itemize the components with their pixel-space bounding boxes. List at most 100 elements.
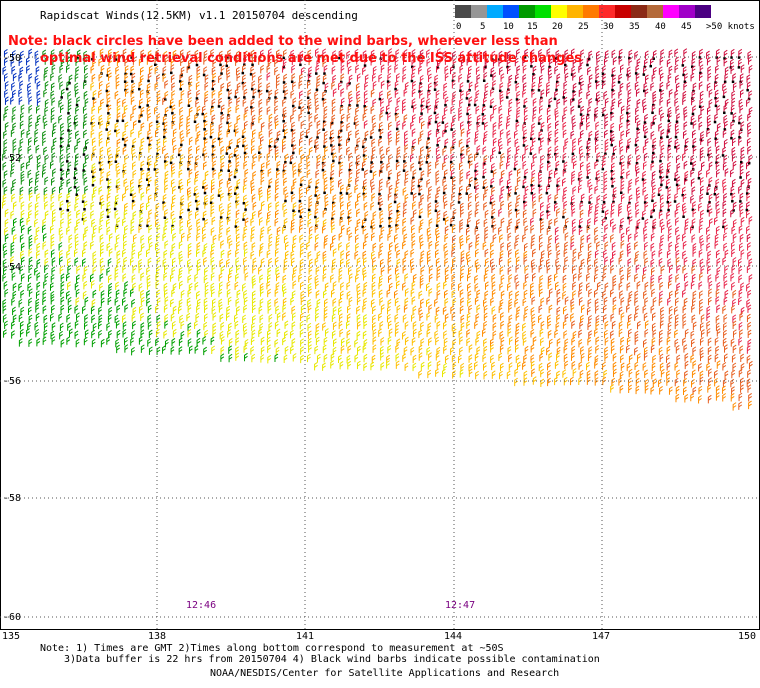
wind-barb — [610, 265, 615, 274]
wind-barb — [140, 202, 144, 212]
contamination-dot — [530, 65, 533, 68]
wind-barb — [690, 330, 695, 339]
contamination-dot — [458, 192, 461, 196]
wind-barb — [220, 114, 225, 123]
contamination-dot — [427, 122, 431, 125]
wind-barb — [107, 146, 111, 156]
contamination-dot — [466, 144, 469, 148]
wind-barb — [570, 234, 575, 244]
wind-barb — [306, 185, 310, 195]
contamination-dot — [114, 129, 117, 133]
wind-barb — [92, 145, 97, 154]
wind-barb — [594, 185, 599, 194]
wind-barb — [338, 49, 343, 58]
wind-barb — [260, 169, 265, 179]
wind-barb — [443, 362, 448, 372]
wind-barb — [204, 218, 208, 228]
wind-barb — [722, 161, 727, 171]
wind-barb — [666, 336, 671, 346]
contamination-dot — [468, 184, 471, 187]
wind-barb — [332, 306, 337, 315]
wind-barb — [115, 320, 120, 329]
wind-barb — [459, 202, 464, 212]
wind-barb — [451, 353, 456, 363]
wind-barb — [684, 145, 689, 155]
wind-barb — [746, 201, 750, 210]
wind-barb — [419, 59, 424, 68]
wind-barb — [363, 320, 368, 330]
wind-barb — [202, 210, 207, 219]
wind-barb — [522, 89, 527, 98]
wind-barb — [538, 130, 543, 139]
wind-barb — [98, 306, 103, 315]
wind-barb — [411, 98, 416, 107]
wind-barb — [484, 226, 489, 235]
wind-barb — [322, 219, 327, 228]
contamination-dot — [476, 152, 479, 156]
contamination-dot — [737, 66, 741, 69]
wind-barb — [131, 242, 136, 251]
wind-barb — [691, 338, 695, 347]
wind-barb — [706, 168, 710, 178]
wind-barb — [612, 74, 616, 83]
wind-barb — [162, 115, 167, 124]
wind-barb — [619, 250, 624, 259]
wind-barb — [579, 161, 584, 171]
wind-barb — [116, 250, 121, 259]
wind-barb — [626, 242, 631, 251]
wind-barb — [610, 218, 614, 227]
wind-barb — [163, 137, 167, 146]
wind-barb — [555, 242, 560, 251]
wind-barb — [490, 153, 494, 162]
wind-barb — [732, 160, 737, 170]
wind-barb — [187, 218, 191, 228]
wind-barb — [138, 259, 143, 268]
wind-barb — [108, 330, 112, 339]
wind-barb — [35, 290, 40, 299]
wind-barb — [340, 282, 344, 291]
contamination-dot — [643, 201, 647, 204]
wind-barb — [651, 370, 656, 380]
wind-barb — [178, 272, 183, 282]
wind-barb — [620, 217, 625, 227]
wind-barb — [682, 304, 687, 314]
wind-barb — [668, 274, 673, 283]
wind-barb — [491, 217, 496, 227]
wind-barb — [652, 66, 657, 76]
wind-barb — [690, 72, 695, 82]
wind-barb — [242, 232, 247, 242]
wind-barb — [314, 97, 319, 106]
wind-barb — [315, 280, 319, 289]
wind-barb — [699, 258, 704, 267]
wind-barb — [716, 168, 720, 178]
wind-barb — [404, 250, 409, 259]
wind-barb — [210, 282, 215, 292]
wind-barb — [107, 208, 112, 217]
wind-barb — [12, 282, 17, 292]
wind-barb — [692, 145, 697, 155]
wind-barb — [547, 249, 552, 259]
wind-barb — [147, 314, 152, 323]
wind-barb — [34, 136, 38, 146]
wind-barb — [523, 312, 528, 322]
wind-barb — [196, 232, 201, 242]
wind-barb — [515, 209, 520, 218]
contamination-dot — [466, 80, 470, 83]
wind-barb — [372, 122, 377, 131]
wind-barb — [403, 88, 408, 97]
wind-barb — [60, 161, 65, 170]
contamination-dot — [66, 208, 70, 212]
wind-barb — [699, 376, 704, 386]
wind-barb — [315, 144, 319, 153]
wind-barb — [418, 306, 423, 315]
wind-barb — [274, 114, 279, 124]
contamination-dot — [692, 145, 695, 148]
contamination-dot — [242, 144, 245, 148]
wind-barb — [236, 305, 240, 315]
wind-barb — [171, 243, 176, 252]
wind-barb — [490, 177, 495, 187]
wind-barb — [396, 97, 401, 106]
wind-barb — [628, 49, 633, 58]
wind-barb — [83, 200, 88, 210]
